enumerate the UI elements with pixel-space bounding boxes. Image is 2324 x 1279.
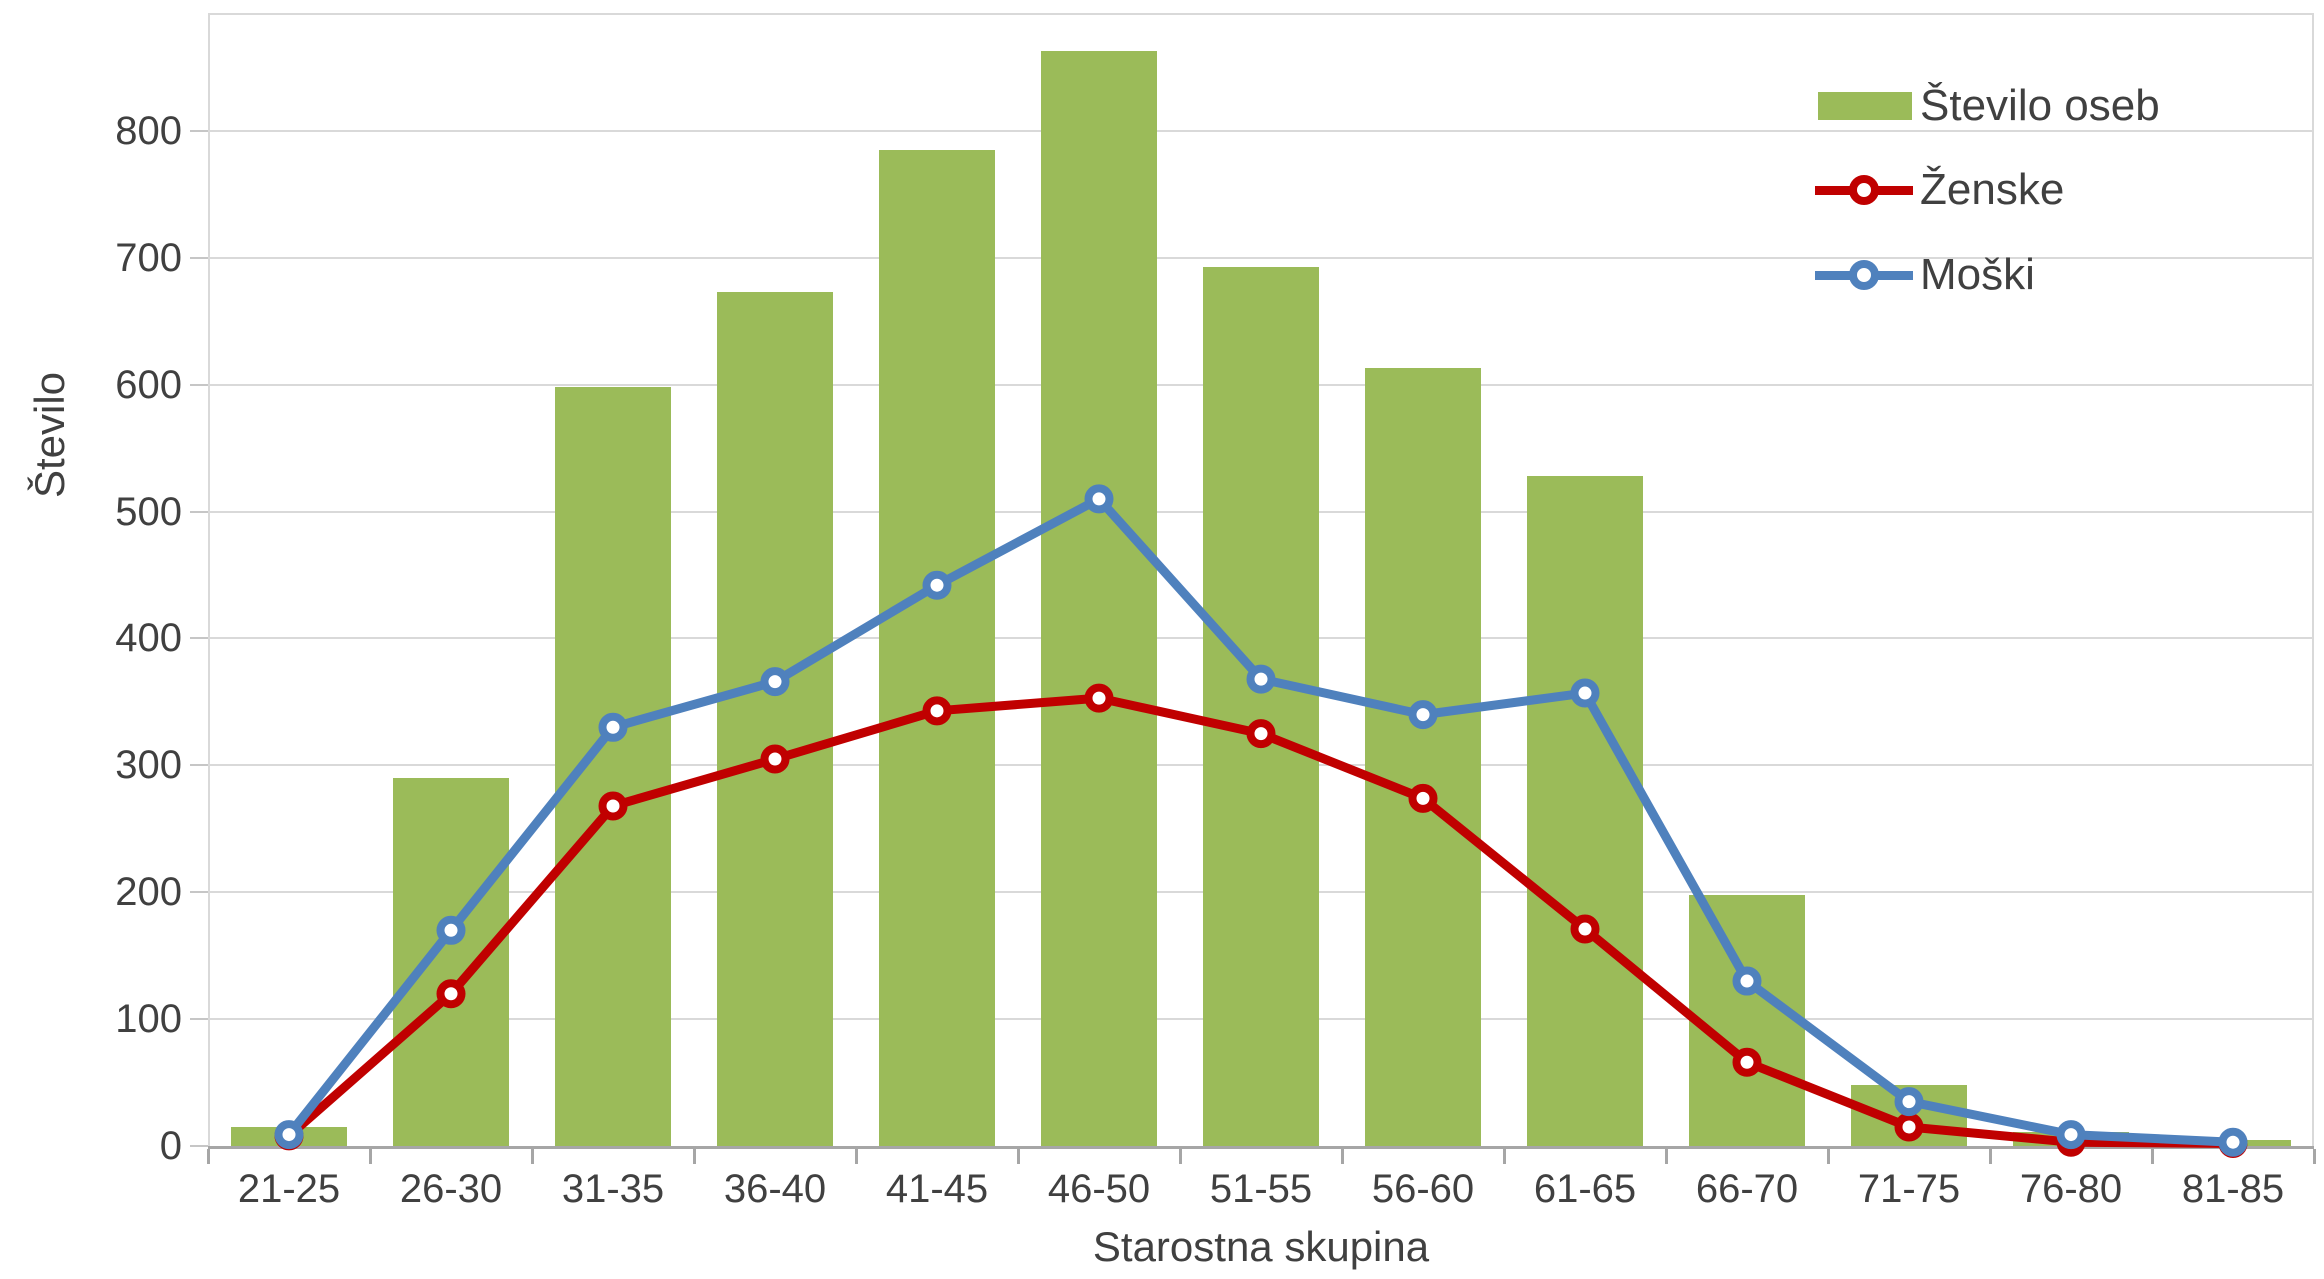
- y-tick-label-800: 800: [115, 108, 182, 153]
- x-tick-label-76-80: 76-80: [2019, 1167, 2123, 1211]
- y-tick-label-700: 700: [115, 235, 182, 280]
- marker-Moški-81-85: [2218, 1127, 2248, 1157]
- marker-Ženske-71-75: [1894, 1112, 1924, 1142]
- y-tick-label-0: 0: [159, 1124, 182, 1168]
- x-axis-tick: [531, 1149, 534, 1164]
- marker-Moški-21-25: [274, 1120, 304, 1150]
- y-axis-tick: [190, 764, 208, 767]
- marker-Ženske-46-50: [1084, 683, 1114, 713]
- x-axis-tick: [855, 1149, 858, 1164]
- legend-swatch-Število oseb: [1818, 92, 1912, 120]
- y-tick-label-400: 400: [115, 616, 182, 661]
- y-axis-tick: [190, 891, 208, 894]
- y-axis-tick: [190, 383, 208, 386]
- y-axis-tick: [190, 637, 208, 640]
- x-axis-tick: [1017, 1149, 1020, 1164]
- x-axis-line: [208, 1146, 2314, 1149]
- y-axis-tick: [190, 1018, 208, 1021]
- x-tick-label-56-60: 56-60: [1371, 1167, 1475, 1211]
- marker-Moški-71-75: [1894, 1087, 1924, 1117]
- plot-border-top: [208, 13, 2314, 15]
- marker-Ženske-36-40: [760, 744, 790, 774]
- y-axis-tick: [190, 1145, 208, 1147]
- x-tick-label-51-55: 51-55: [1209, 1167, 1313, 1211]
- y-axis-tick: [190, 129, 208, 132]
- x-axis-title: Starostna skupina: [1092, 1223, 1430, 1270]
- marker-Ženske-51-55: [1246, 719, 1276, 749]
- y-axis-tick: [190, 256, 208, 259]
- x-axis-tick: [369, 1149, 372, 1164]
- y-tick-label-300: 300: [115, 743, 182, 788]
- marker-Moški-31-35: [598, 712, 628, 742]
- marker-Moški-41-45: [922, 570, 952, 600]
- marker-Moški-66-70: [1732, 966, 1762, 996]
- line-Moški: [284, 494, 2238, 1147]
- y-axis-title: Število: [26, 371, 73, 499]
- y-tick-label-600: 600: [115, 362, 182, 407]
- bar-46-50: [1041, 51, 1157, 1146]
- legend-label-Ženske: Ženske: [1920, 165, 2065, 214]
- x-axis-tick: [2313, 1149, 2316, 1164]
- x-axis-tick: [1665, 1149, 1668, 1164]
- x-tick-label-61-65: 61-65: [1533, 1167, 1637, 1211]
- x-axis-tick: [1989, 1149, 1992, 1164]
- marker-Moški-46-50: [1084, 484, 1114, 514]
- bar-51-55: [1203, 266, 1319, 1146]
- x-axis-tick: [1827, 1149, 1830, 1164]
- marker-Moški-26-30: [436, 915, 466, 945]
- plot-border-right: [2312, 13, 2314, 1146]
- marker-Ženske-61-65: [1570, 914, 1600, 944]
- legend-marker-Moški: [1849, 260, 1879, 290]
- bar-26-30: [393, 778, 509, 1146]
- x-axis-tick: [1503, 1149, 1506, 1164]
- x-axis-tick: [1179, 1149, 1182, 1164]
- marker-Ženske-26-30: [436, 979, 466, 1009]
- marker-Moški-56-60: [1408, 700, 1438, 730]
- bar-56-60: [1365, 368, 1481, 1146]
- gridline-800: [208, 129, 2314, 132]
- x-tick-label-36-40: 36-40: [723, 1167, 827, 1211]
- bar-41-45: [879, 150, 995, 1146]
- bar-61-65: [1527, 476, 1643, 1146]
- x-tick-label-71-75: 71-75: [1857, 1167, 1961, 1211]
- marker-Ženske-41-45: [922, 696, 952, 726]
- x-tick-label-66-70: 66-70: [1695, 1167, 1799, 1211]
- bar-66-70: [1689, 894, 1805, 1146]
- x-axis-tick: [693, 1149, 696, 1164]
- x-tick-label-21-25: 21-25: [237, 1167, 341, 1211]
- bar-31-35: [555, 387, 671, 1146]
- y-axis-tick: [190, 510, 208, 513]
- x-axis-tick: [207, 1149, 210, 1164]
- x-tick-label-26-30: 26-30: [399, 1167, 503, 1211]
- x-tick-label-31-35: 31-35: [561, 1167, 665, 1211]
- x-tick-label-46-50: 46-50: [1047, 1167, 1151, 1211]
- x-axis-tick: [1341, 1149, 1344, 1164]
- gridline-700: [208, 256, 2314, 259]
- x-tick-label-41-45: 41-45: [885, 1167, 989, 1211]
- marker-Moški-61-65: [1570, 678, 1600, 708]
- marker-Ženske-31-35: [598, 791, 628, 821]
- legend-label-Število oseb: Število oseb: [1920, 81, 2160, 130]
- y-tick-label-500: 500: [115, 489, 182, 534]
- bar-36-40: [717, 292, 833, 1146]
- plot-border-left: [208, 13, 210, 1146]
- marker-Moški-51-55: [1246, 664, 1276, 694]
- legend-marker-Ženske: [1849, 175, 1879, 205]
- marker-Moški-36-40: [760, 667, 790, 697]
- marker-Ženske-66-70: [1732, 1047, 1762, 1077]
- y-tick-label-200: 200: [115, 870, 182, 915]
- marker-Moški-76-80: [2056, 1120, 2086, 1150]
- y-tick-label-100: 100: [115, 997, 182, 1042]
- marker-Ženske-56-60: [1408, 783, 1438, 813]
- legend-label-Moški: Moški: [1920, 250, 2035, 299]
- x-axis-tick: [2151, 1149, 2154, 1164]
- x-tick-label-81-85: 81-85: [2181, 1167, 2285, 1211]
